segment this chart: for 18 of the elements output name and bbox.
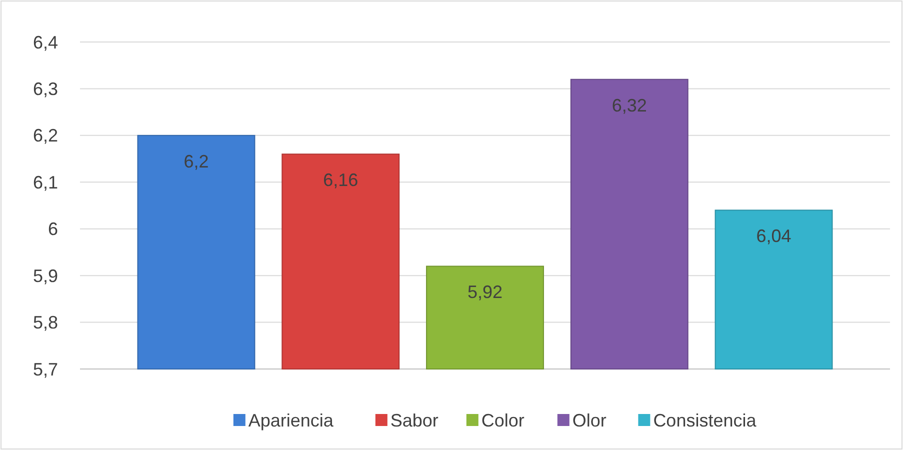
data-label: 6,04 [756, 226, 792, 246]
y-tick-label: 6,1 [32, 172, 58, 192]
y-tick-label: 5,7 [32, 359, 58, 380]
y-tick-label: 6,4 [32, 32, 58, 52]
data-label: 5,92 [467, 282, 503, 302]
data-label: 6,16 [323, 170, 358, 190]
legend-label: Color [481, 410, 524, 430]
data-label: 6,2 [184, 151, 209, 172]
y-tick-label: 6,2 [32, 126, 58, 146]
y-tick-label: 6 [48, 219, 58, 240]
legend-label: Sabor [390, 410, 438, 430]
y-tick-label: 5,8 [32, 312, 58, 333]
legend-label: Olor [572, 410, 606, 430]
legend-label: Apariencia [248, 410, 334, 430]
y-tick-label: 6,3 [32, 79, 58, 100]
y-tick-label: 5,9 [32, 266, 58, 286]
data-label: 6,32 [612, 95, 647, 116]
legend-label: Consistencia [653, 410, 758, 430]
